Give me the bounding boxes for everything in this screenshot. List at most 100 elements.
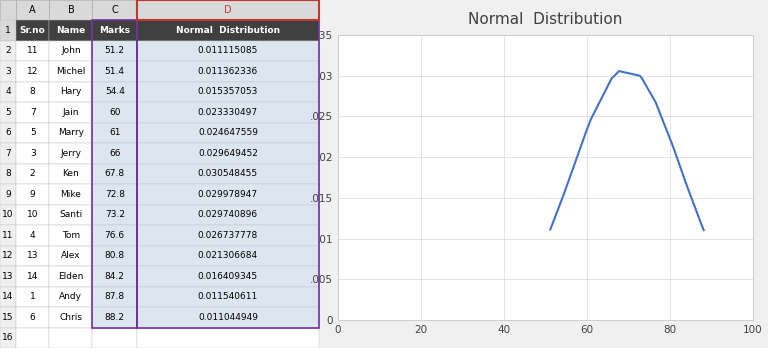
Text: 0.029740896: 0.029740896 <box>198 210 258 219</box>
Text: 15: 15 <box>2 313 14 322</box>
Bar <box>0 327 16 348</box>
Text: 54.4: 54.4 <box>104 87 124 96</box>
Text: Sr.no: Sr.no <box>20 26 45 35</box>
Bar <box>49 143 92 164</box>
Text: Hary: Hary <box>60 87 81 96</box>
Text: 10: 10 <box>2 210 14 219</box>
Text: 84.2: 84.2 <box>104 272 124 281</box>
Text: 5: 5 <box>30 128 35 137</box>
Bar <box>137 0 319 20</box>
Title: Normal  Distribution: Normal Distribution <box>468 12 623 27</box>
Text: 5: 5 <box>5 108 11 117</box>
Bar <box>49 266 92 286</box>
Bar <box>49 61 92 82</box>
Bar <box>137 246 319 266</box>
Text: Name: Name <box>56 26 85 35</box>
Bar <box>92 102 137 122</box>
Text: 0.023330497: 0.023330497 <box>198 108 258 117</box>
Text: 10: 10 <box>27 210 38 219</box>
Text: Marry: Marry <box>58 128 84 137</box>
Bar <box>16 61 49 82</box>
Text: 0.015357053: 0.015357053 <box>197 87 258 96</box>
Bar <box>92 266 137 286</box>
Bar <box>0 41 16 61</box>
Bar <box>49 41 92 61</box>
Bar <box>16 286 49 307</box>
Text: 0.030548455: 0.030548455 <box>198 169 258 178</box>
Text: Santi: Santi <box>59 210 82 219</box>
Bar <box>16 122 49 143</box>
Bar <box>49 327 92 348</box>
Text: 72.8: 72.8 <box>104 190 124 199</box>
Text: 80.8: 80.8 <box>104 251 125 260</box>
Bar <box>49 307 92 327</box>
Text: C: C <box>111 5 118 15</box>
Bar <box>137 0 319 20</box>
Bar <box>92 307 137 327</box>
Bar <box>49 225 92 246</box>
Bar <box>137 327 319 348</box>
Bar <box>16 225 49 246</box>
Bar <box>49 246 92 266</box>
Bar <box>137 266 319 286</box>
Bar <box>137 286 319 307</box>
Bar <box>92 225 137 246</box>
Text: Mike: Mike <box>61 190 81 199</box>
Bar <box>16 0 49 20</box>
Text: Jerry: Jerry <box>61 149 81 158</box>
Bar <box>0 102 16 122</box>
Bar <box>137 164 319 184</box>
Text: 16: 16 <box>2 333 14 342</box>
Bar <box>137 184 319 205</box>
Bar <box>16 205 49 225</box>
Bar <box>49 184 92 205</box>
Text: 8: 8 <box>5 169 11 178</box>
Text: 14: 14 <box>2 292 14 301</box>
Text: 0.011115085: 0.011115085 <box>197 46 258 55</box>
Bar <box>137 82 319 102</box>
Bar <box>49 205 92 225</box>
Text: Tom: Tom <box>62 231 80 240</box>
Text: 51.2: 51.2 <box>104 46 124 55</box>
Bar <box>92 205 137 225</box>
Bar <box>16 20 49 41</box>
Text: Normal  Distribution: Normal Distribution <box>176 26 280 35</box>
Bar <box>16 266 49 286</box>
Bar <box>49 164 92 184</box>
Text: Michel: Michel <box>56 67 85 76</box>
Bar <box>16 307 49 327</box>
Text: 13: 13 <box>27 251 38 260</box>
Text: 11: 11 <box>2 231 14 240</box>
Text: D: D <box>224 5 232 15</box>
Bar <box>16 184 49 205</box>
Bar <box>92 143 137 164</box>
Text: 0.016409345: 0.016409345 <box>198 272 258 281</box>
Text: 7: 7 <box>30 108 35 117</box>
Text: Jain: Jain <box>63 108 79 117</box>
Text: 3: 3 <box>30 149 35 158</box>
Bar <box>0 122 16 143</box>
Bar <box>92 61 137 82</box>
Bar <box>0 0 16 20</box>
Bar <box>137 102 319 122</box>
Bar <box>49 122 92 143</box>
Bar <box>49 286 92 307</box>
Text: 13: 13 <box>2 272 14 281</box>
Text: Elden: Elden <box>58 272 84 281</box>
Text: 0.011540611: 0.011540611 <box>197 292 258 301</box>
Bar <box>0 143 16 164</box>
Text: B: B <box>68 5 74 15</box>
Bar <box>137 225 319 246</box>
Bar <box>0 307 16 327</box>
Text: 14: 14 <box>27 272 38 281</box>
Bar <box>16 327 49 348</box>
Text: 12: 12 <box>2 251 14 260</box>
Text: A: A <box>29 5 36 15</box>
Text: 0.026737778: 0.026737778 <box>197 231 258 240</box>
Bar <box>0 20 16 41</box>
Text: 9: 9 <box>30 190 35 199</box>
Text: 9: 9 <box>5 190 11 199</box>
Bar <box>92 286 137 307</box>
Bar <box>16 82 49 102</box>
Bar <box>16 143 49 164</box>
